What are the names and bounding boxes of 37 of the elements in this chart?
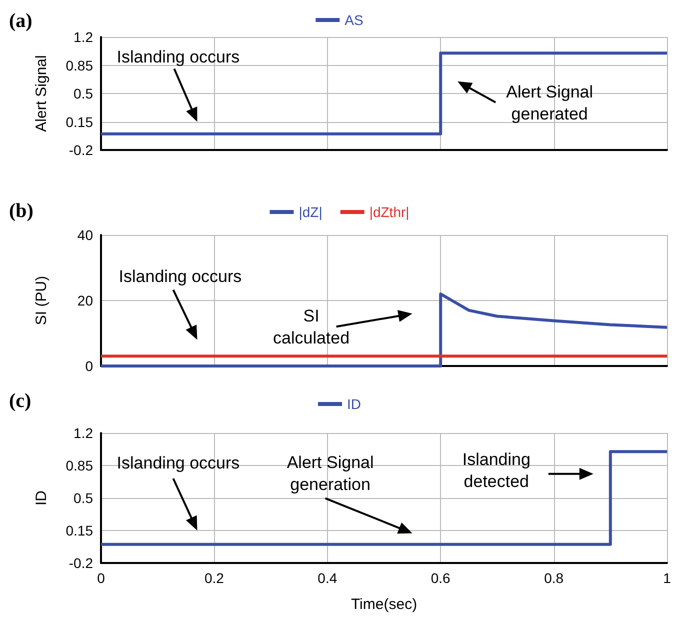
legend-label: |dZ| <box>298 204 322 220</box>
x-tick-label: 0 <box>97 570 106 586</box>
annotation: SI calculated <box>273 306 350 348</box>
y-tick-label: -0.2 <box>68 555 94 571</box>
y-tick-label: 0.15 <box>66 114 94 130</box>
annotation: Islanding occurs <box>116 48 240 67</box>
annotation: Islanding occurs <box>118 266 242 286</box>
chart-title: (b) <box>9 200 34 222</box>
y-axis-title: ID <box>33 490 50 506</box>
legend-label: |dZthr| <box>369 204 410 220</box>
x-tick-label: 0.2 <box>204 570 224 586</box>
y-tick-label: 0.85 <box>66 458 94 474</box>
y-tick-label: 20 <box>77 292 94 308</box>
y-tick-label: 1.2 <box>74 29 94 45</box>
y-tick-label: -0.2 <box>68 142 94 158</box>
legend-label: ID <box>347 396 361 412</box>
y-axis-title: SI (PU) <box>33 276 50 326</box>
annotation: Islanding detected <box>462 450 530 491</box>
chart-title: (c) <box>9 390 32 412</box>
y-tick-label: 0 <box>85 358 94 374</box>
annotation: Islanding occurs <box>116 453 240 472</box>
chart-title: (a) <box>9 10 32 32</box>
y-tick-label: 0.5 <box>74 490 94 506</box>
y-tick-label: 0.85 <box>66 57 94 74</box>
y-tick-label: 40 <box>77 227 94 243</box>
y-axis-title: Alert Signal <box>33 55 50 132</box>
legend-label: AS <box>344 12 364 28</box>
y-tick-label: 0.15 <box>66 522 94 538</box>
x-tick-label: 0.8 <box>544 570 564 586</box>
annotation: Alert Signal generation <box>286 453 374 494</box>
x-tick-label: 0.4 <box>318 570 338 586</box>
y-tick-label: 1.2 <box>74 425 94 441</box>
x-axis-title: Time(sec) <box>350 596 418 613</box>
x-tick-label: 0.6 <box>430 570 451 586</box>
y-tick-label: 0.5 <box>74 86 94 102</box>
annotation: Alert Signal generated <box>506 82 594 124</box>
x-tick-label: 1 <box>663 570 672 586</box>
